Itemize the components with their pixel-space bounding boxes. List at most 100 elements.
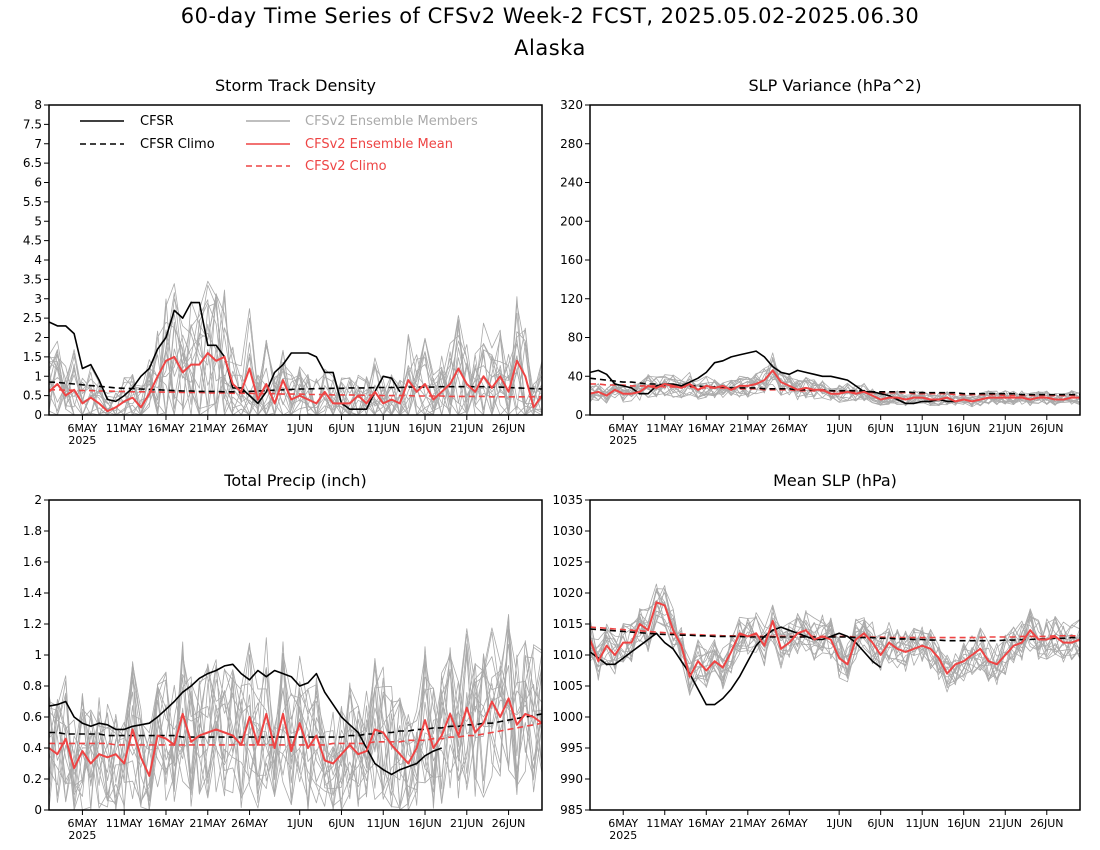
y-tick-label: 160 (560, 253, 583, 267)
legend-members-label: CFSv2 Ensemble Members (305, 114, 478, 129)
plot-frame (48, 499, 543, 811)
y-tick-label: 40 (568, 369, 583, 383)
x-tick-label: 21JUN (988, 422, 1022, 435)
x-tick-label: 11JUN (366, 422, 400, 435)
x-tick-label: 26JUN (492, 422, 526, 435)
ensemble-mean-line (49, 352, 542, 413)
cfsr-line (590, 626, 882, 706)
x-year-label: 2025 (609, 829, 637, 842)
x-tick-label: 11MAY (106, 817, 143, 830)
x-tick-label: 6JUN (867, 817, 894, 830)
cfsr-line (49, 663, 442, 776)
x-tick-label: 6MAY (608, 422, 638, 435)
x-tick-label: 1JUN (826, 817, 853, 830)
x-tick-label: 16JUN (408, 422, 442, 435)
x-year-label: 2025 (68, 434, 96, 447)
y-tick-label: 0.5 (23, 389, 42, 403)
cfsv2-climo-line (49, 388, 542, 398)
panel-storm-track: Storm Track Density 0 0.5 1 1.5 2 2.5 3 3.5 4 4.5 5… (23, 76, 543, 447)
plot-frame (589, 104, 1081, 416)
x-tick-label: 11MAY (106, 422, 143, 435)
plot-area (590, 583, 1080, 706)
x-tick-label: 1JUN (286, 817, 313, 830)
ensemble-member-line (590, 583, 1080, 691)
y-tick-label: 990 (560, 772, 583, 786)
y-tick-label: 1.4 (23, 586, 42, 600)
y-tick-label: 1005 (552, 679, 583, 693)
plot-frame (589, 499, 1081, 811)
y-tick-label: 985 (560, 803, 583, 817)
ensemble-member-line (49, 625, 542, 807)
y-tick-label: 280 (560, 137, 583, 151)
y-tick-label: 80 (568, 331, 583, 345)
y-tick-label: 1000 (552, 710, 583, 724)
x-tick-label: 26MAY (231, 422, 268, 435)
y-tick-label: 200 (560, 214, 583, 228)
y-tick-label: 7.5 (23, 117, 42, 131)
ensemble-mean-line (49, 697, 542, 777)
x-tick-label: 11JUN (366, 817, 400, 830)
cfsv2-climo-line (49, 722, 542, 746)
y-tick-label: 240 (560, 176, 583, 190)
panel-title: Total Precip (inch) (223, 471, 366, 490)
panel-total-precip: Total Precip (inch) 0 0.2 0.4 0.6 0.8 1 1.2 1.4 1… (23, 471, 543, 842)
ensemble-member-line (49, 313, 542, 415)
panel-title: Mean SLP (hPa) (773, 471, 897, 490)
figure-title: 60-day Time Series of CFSv2 Week-2 FCST,… (180, 4, 920, 28)
x-tick-label: 26JUN (492, 817, 526, 830)
ensemble-member-line (49, 298, 542, 415)
x-tick-label: 6JUN (867, 422, 894, 435)
ensemble-member-line (49, 300, 542, 415)
x-tick-label: 1JUN (286, 422, 313, 435)
x-tick-label: 11MAY (646, 422, 683, 435)
x-tick-label: 6MAY (67, 817, 97, 830)
panel-slp-variance: SLP Variance (hPa^2) 0 40 80 120 160 200 240 280… (560, 76, 1081, 447)
y-tick-label: 1.2 (23, 617, 42, 631)
ensemble-member-line (590, 371, 1080, 406)
x-tick-label: 6MAY (608, 817, 638, 830)
y-tick-label: 1.5 (23, 350, 42, 364)
y-tick-label: 5.5 (23, 195, 42, 209)
x-tick-label: 11JUN (905, 817, 939, 830)
plot-area (49, 614, 542, 810)
ensemble-member-line (49, 622, 542, 810)
x-tick-label: 16MAY (688, 817, 725, 830)
y-tick-label: 1030 (552, 524, 583, 538)
x-tick-label: 21MAY (189, 422, 226, 435)
plot-area (590, 350, 1080, 408)
y-tick-label: 1025 (552, 555, 583, 569)
y-tick-label: 0 (575, 408, 583, 422)
y-tick-label: 0 (34, 803, 42, 817)
x-tick-label: 6JUN (328, 817, 355, 830)
y-tick-label: 0.4 (23, 741, 42, 755)
y-tick-label: 6.5 (23, 156, 42, 170)
y-tick-label: 995 (560, 741, 583, 755)
plot-frame (48, 104, 543, 416)
x-tick-label: 26JUN (1030, 817, 1064, 830)
x-tick-label: 26JUN (1030, 422, 1064, 435)
x-tick-label: 21MAY (729, 817, 766, 830)
x-tick-label: 16MAY (688, 422, 725, 435)
y-tick-label: 2 (34, 331, 42, 345)
ensemble-member-line (49, 280, 542, 415)
x-tick-label: 21JUN (450, 817, 484, 830)
y-tick-label: 1010 (552, 648, 583, 662)
ensemble-member-line (49, 618, 542, 810)
y-tick-label: 1035 (552, 493, 583, 507)
ensemble-member-line (590, 609, 1080, 681)
y-tick-label: 1020 (552, 586, 583, 600)
y-tick-label: 320 (560, 98, 583, 112)
ensemble-member-line (49, 627, 542, 806)
x-tick-label: 16JUN (947, 422, 981, 435)
x-tick-label: 11MAY (646, 817, 683, 830)
cfsr-climo-line (590, 628, 1080, 642)
ensemble-member-line (49, 628, 542, 810)
x-tick-label: 6MAY (67, 422, 97, 435)
x-tick-label: 16JUN (947, 817, 981, 830)
legend: CFSR CFSR Climo CFSv2 Ensemble Members CFSv… (80, 114, 478, 174)
x-tick-label: 21JUN (988, 817, 1022, 830)
x-tick-label: 26MAY (771, 817, 808, 830)
x-tick-label: 21JUN (450, 422, 484, 435)
legend-cfsv2-climo-label: CFSv2 Climo (305, 159, 387, 174)
